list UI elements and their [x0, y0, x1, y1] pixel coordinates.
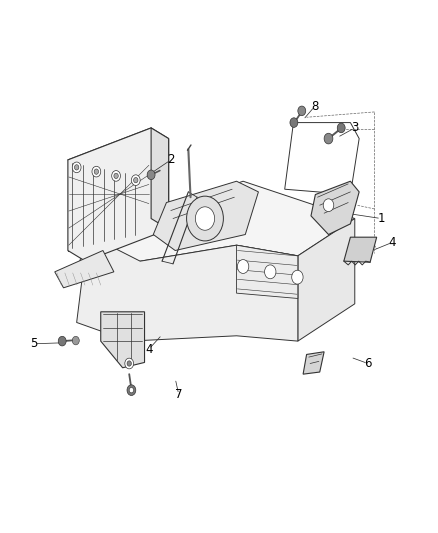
Circle shape	[129, 387, 134, 393]
Circle shape	[58, 336, 66, 346]
Text: 8: 8	[311, 100, 318, 113]
Polygon shape	[303, 352, 324, 374]
Polygon shape	[101, 312, 145, 368]
Polygon shape	[77, 235, 298, 341]
Circle shape	[127, 385, 136, 395]
Text: 4: 4	[388, 236, 396, 249]
Circle shape	[127, 361, 131, 366]
Polygon shape	[311, 181, 359, 235]
Text: 3: 3	[351, 122, 358, 134]
Circle shape	[125, 358, 134, 369]
Circle shape	[72, 162, 81, 173]
Circle shape	[94, 169, 99, 174]
Circle shape	[114, 173, 118, 179]
Polygon shape	[298, 219, 355, 341]
Circle shape	[324, 133, 333, 144]
Polygon shape	[153, 181, 258, 251]
Text: 4: 4	[145, 343, 153, 356]
Circle shape	[195, 207, 215, 230]
Circle shape	[92, 166, 101, 177]
Polygon shape	[151, 128, 169, 229]
Circle shape	[323, 199, 334, 212]
Text: 6: 6	[364, 357, 372, 370]
Circle shape	[74, 165, 79, 170]
Polygon shape	[237, 245, 298, 298]
Circle shape	[134, 177, 138, 183]
Polygon shape	[55, 251, 114, 288]
Circle shape	[131, 175, 140, 185]
Circle shape	[292, 270, 303, 284]
Circle shape	[298, 106, 306, 116]
Text: 7: 7	[175, 388, 183, 401]
Text: 1: 1	[377, 212, 385, 225]
Circle shape	[237, 260, 249, 273]
Text: 2: 2	[167, 154, 175, 166]
Circle shape	[112, 171, 120, 181]
Polygon shape	[77, 181, 355, 272]
Polygon shape	[68, 128, 169, 261]
Text: 5: 5	[31, 337, 38, 350]
Circle shape	[290, 118, 298, 127]
Circle shape	[265, 265, 276, 279]
Circle shape	[337, 123, 345, 133]
Circle shape	[147, 170, 155, 180]
Circle shape	[187, 196, 223, 241]
Circle shape	[72, 336, 79, 345]
Polygon shape	[344, 237, 377, 262]
